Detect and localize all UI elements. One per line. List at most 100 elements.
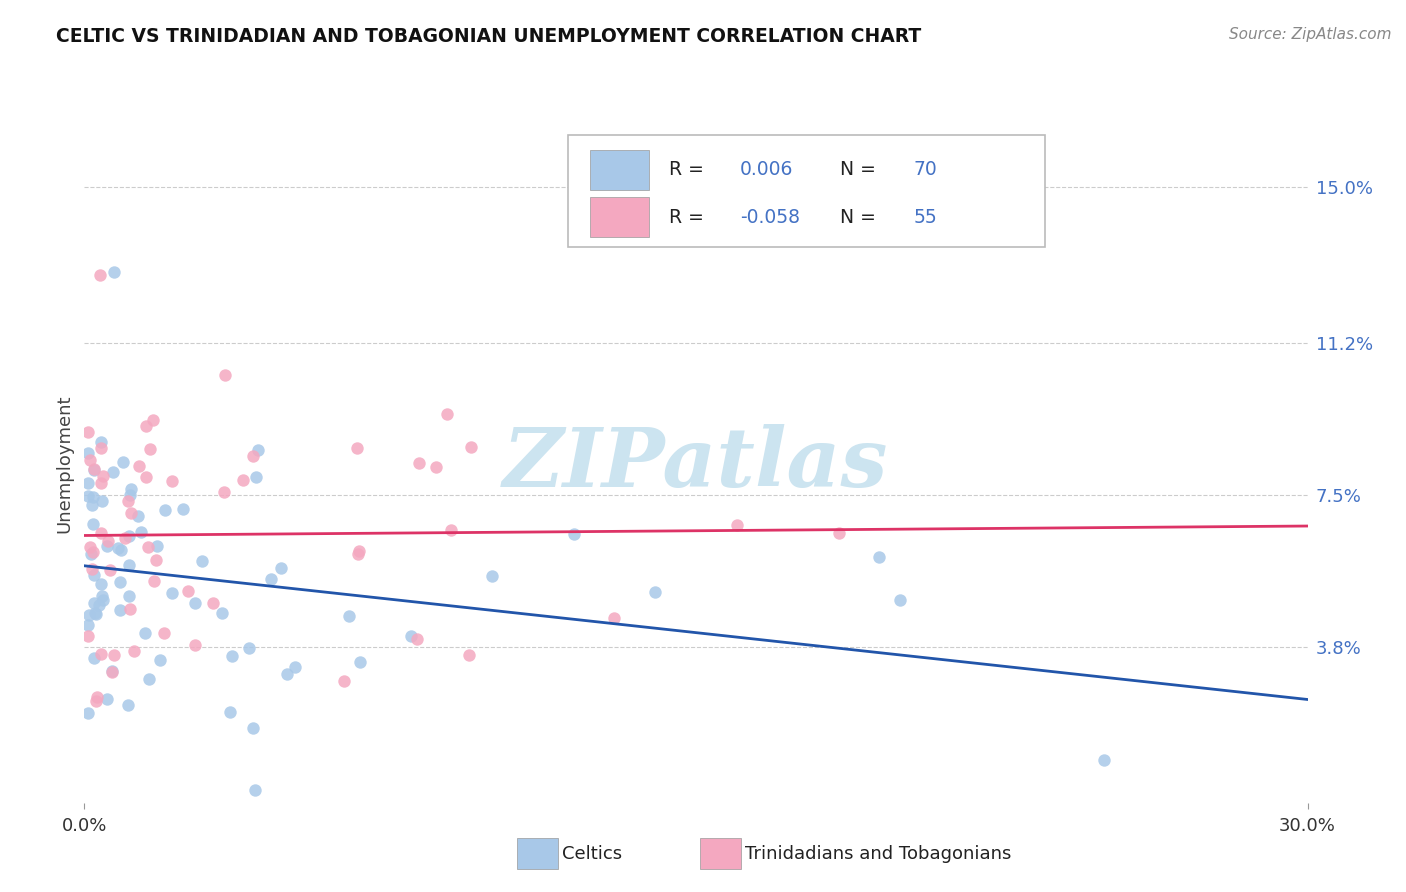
Point <box>399 629 422 643</box>
Point <box>333 674 356 689</box>
Point <box>129 524 152 539</box>
Point <box>77 475 100 490</box>
FancyBboxPatch shape <box>568 135 1045 247</box>
Text: N =: N = <box>841 208 882 227</box>
Point <box>436 407 458 421</box>
Point <box>83 651 105 665</box>
Point <box>90 526 112 541</box>
Point <box>138 672 160 686</box>
Point <box>112 455 135 469</box>
Point <box>77 618 100 632</box>
Point <box>90 576 112 591</box>
Point <box>96 539 118 553</box>
Point <box>118 558 141 572</box>
Point <box>101 665 124 680</box>
Point <box>83 568 105 582</box>
Point <box>349 655 371 669</box>
Point <box>77 489 100 503</box>
Point <box>440 523 463 537</box>
Point <box>77 425 100 439</box>
Point <box>82 517 104 532</box>
Point <box>110 543 132 558</box>
Point <box>117 494 139 508</box>
Point <box>77 629 100 643</box>
Point <box>110 603 132 617</box>
Point <box>120 488 142 502</box>
Point <box>211 606 233 620</box>
Point <box>177 584 200 599</box>
Point <box>247 442 270 457</box>
Point <box>346 547 368 561</box>
Point <box>84 606 107 620</box>
Point <box>221 649 243 664</box>
Point <box>260 572 283 586</box>
Point <box>135 470 157 484</box>
Point <box>80 547 103 561</box>
Point <box>128 458 150 473</box>
Point <box>107 541 129 556</box>
Text: Celtics: Celtics <box>562 845 623 863</box>
Point <box>120 482 142 496</box>
Point <box>136 540 159 554</box>
Point <box>108 575 131 590</box>
Point <box>425 459 447 474</box>
Point <box>96 691 118 706</box>
Point <box>86 690 108 704</box>
Point <box>79 452 101 467</box>
Point <box>101 465 124 479</box>
Text: 0.006: 0.006 <box>740 161 793 179</box>
Point <box>139 442 162 456</box>
Text: N =: N = <box>841 161 882 179</box>
Point <box>562 526 585 541</box>
Point <box>83 596 105 610</box>
Point <box>90 648 112 662</box>
Text: R =: R = <box>669 208 710 227</box>
Point <box>97 534 120 549</box>
Point <box>80 498 103 512</box>
FancyBboxPatch shape <box>589 197 650 237</box>
Point <box>245 783 267 797</box>
Point <box>183 639 205 653</box>
Point <box>117 698 139 712</box>
Point <box>889 593 911 607</box>
Point <box>869 550 891 565</box>
Point <box>80 562 103 576</box>
Point <box>98 563 121 577</box>
Point <box>82 490 104 504</box>
Point <box>725 518 748 533</box>
Point <box>90 434 112 449</box>
Point <box>118 589 141 603</box>
Point <box>458 648 481 662</box>
Point <box>346 441 368 455</box>
Point <box>91 589 114 603</box>
Point <box>145 553 167 567</box>
Point <box>91 593 114 607</box>
Text: 55: 55 <box>914 208 938 227</box>
Point <box>276 666 298 681</box>
Point <box>83 462 105 476</box>
Point <box>84 607 107 621</box>
Text: 70: 70 <box>914 161 938 179</box>
Point <box>1092 753 1115 767</box>
Point <box>120 506 142 520</box>
Point <box>270 560 292 574</box>
Point <box>191 554 214 568</box>
Point <box>79 608 101 623</box>
Point <box>142 413 165 427</box>
Point <box>77 706 100 720</box>
Point <box>149 653 172 667</box>
FancyBboxPatch shape <box>589 150 650 190</box>
Point <box>172 501 194 516</box>
Point <box>242 449 264 463</box>
Point <box>828 525 851 540</box>
Point <box>118 529 141 543</box>
Point <box>91 494 114 508</box>
Point <box>146 539 169 553</box>
Y-axis label: Unemployment: Unemployment <box>55 394 73 533</box>
Text: CELTIC VS TRINIDADIAN AND TOBAGONIAN UNEMPLOYMENT CORRELATION CHART: CELTIC VS TRINIDADIAN AND TOBAGONIAN UNE… <box>56 27 921 45</box>
Point <box>481 569 503 583</box>
Point <box>90 476 112 491</box>
Point <box>644 584 666 599</box>
Point <box>183 596 205 610</box>
Point <box>245 470 267 484</box>
